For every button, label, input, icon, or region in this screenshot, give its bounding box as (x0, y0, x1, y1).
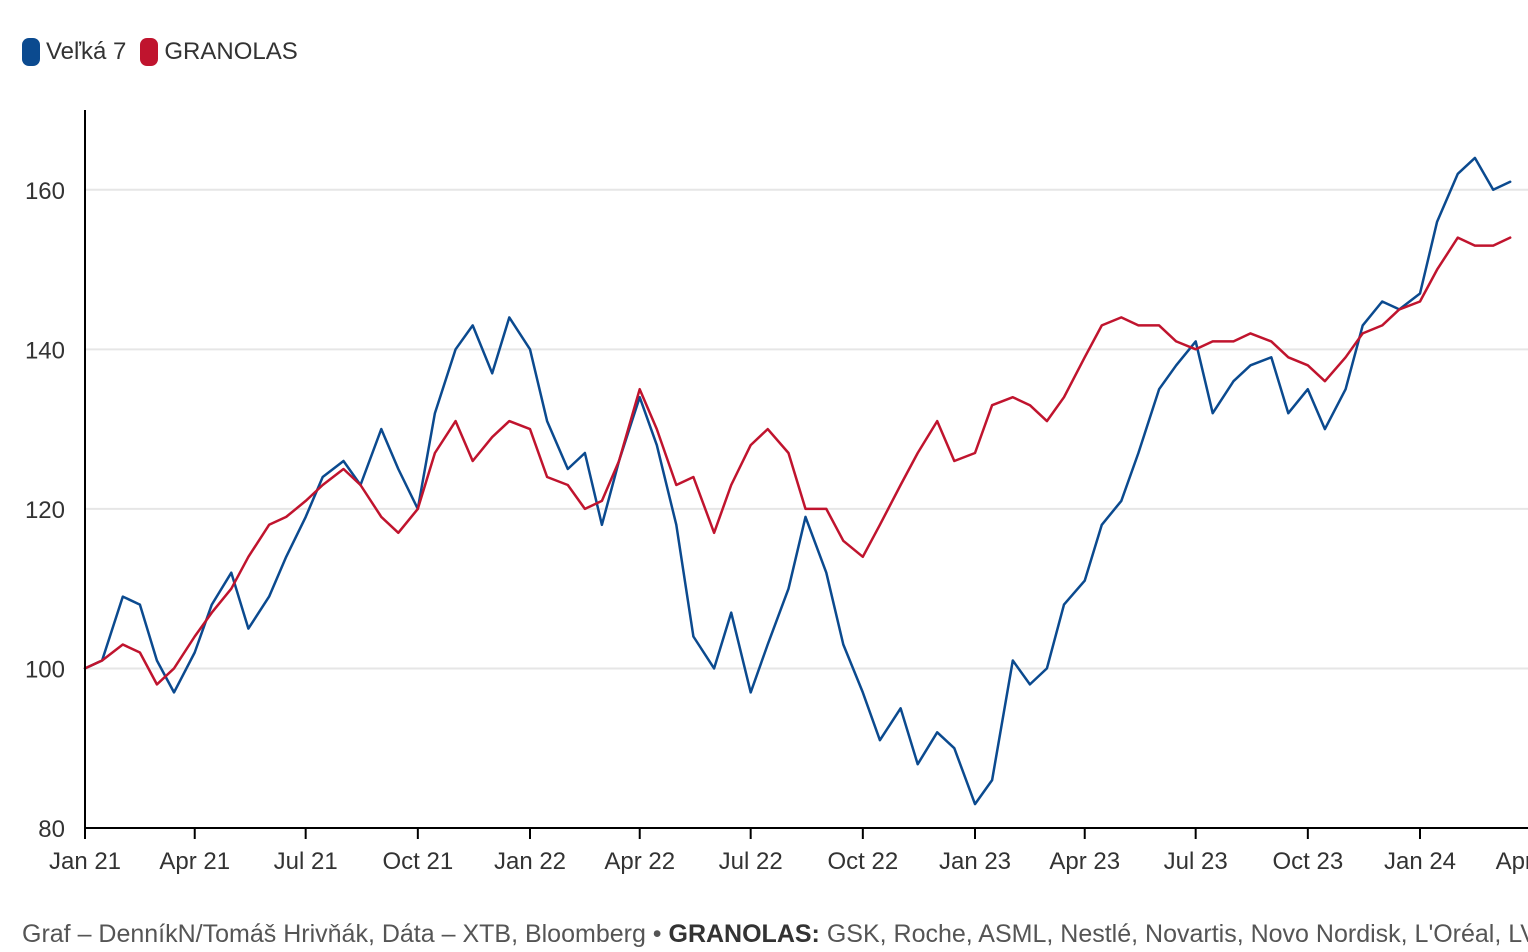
legend-swatch-granolas (140, 38, 159, 66)
x-tick-label-oct-23: Oct 23 (1272, 848, 1343, 875)
x-tick-label-oct-21: Oct 21 (382, 848, 453, 875)
x-tick-label-jul-23: Jul 23 (1164, 848, 1228, 875)
x-tick-label-apr-22: Apr 22 (604, 848, 675, 875)
legend-item-velka7[interactable]: Veľká 7 (22, 36, 126, 68)
series-line-granolas (83, 236, 1512, 686)
x-tick-label-jan-22: Jan 22 (494, 848, 566, 875)
legend-label-velka7: Veľká 7 (46, 38, 127, 65)
chart-footer-source: Graf – DenníkN/Tomáš Hrivňák, Dáta – XTB… (22, 916, 1528, 952)
x-tick-label-jan-23: Jan 23 (939, 848, 1011, 875)
chart-legend: Veľká 7 GRANOLAS (22, 36, 298, 68)
legend-item-granolas[interactable]: GRANOLAS (140, 36, 298, 68)
y-tick-label-80: 80 (38, 816, 65, 843)
footer-granolas-list: GSK, Roche, ASML, Nestlé, Novartis, Novo… (819, 920, 1528, 948)
y-tick-label-140: 140 (25, 337, 65, 364)
x-tick-label-jul-22: Jul 22 (719, 848, 783, 875)
legend-label-granolas: GRANOLAS (164, 38, 298, 65)
x-tick-label-apr-21: Apr 21 (159, 848, 230, 875)
series-line-velka7 (83, 156, 1512, 806)
y-tick-label-120: 120 (25, 497, 65, 524)
x-tick-label-apr-24: Apr 24 (1496, 848, 1528, 875)
x-tick-label-jan-24: Jan 24 (1384, 848, 1456, 875)
x-tick-label-jul-21: Jul 21 (274, 848, 338, 875)
footer-source-text: Graf – DenníkN/Tomáš Hrivňák, Dáta – XTB… (22, 920, 669, 948)
legend-swatch-velka7 (22, 38, 40, 66)
x-tick-label-jan-21: Jan 21 (49, 848, 121, 875)
x-tick-label-apr-23: Apr 23 (1049, 848, 1120, 875)
y-tick-label-160: 160 (25, 178, 65, 205)
footer-granolas-label: GRANOLAS: (668, 920, 820, 948)
y-tick-label-100: 100 (25, 656, 65, 683)
x-tick-label-oct-22: Oct 22 (827, 848, 898, 875)
